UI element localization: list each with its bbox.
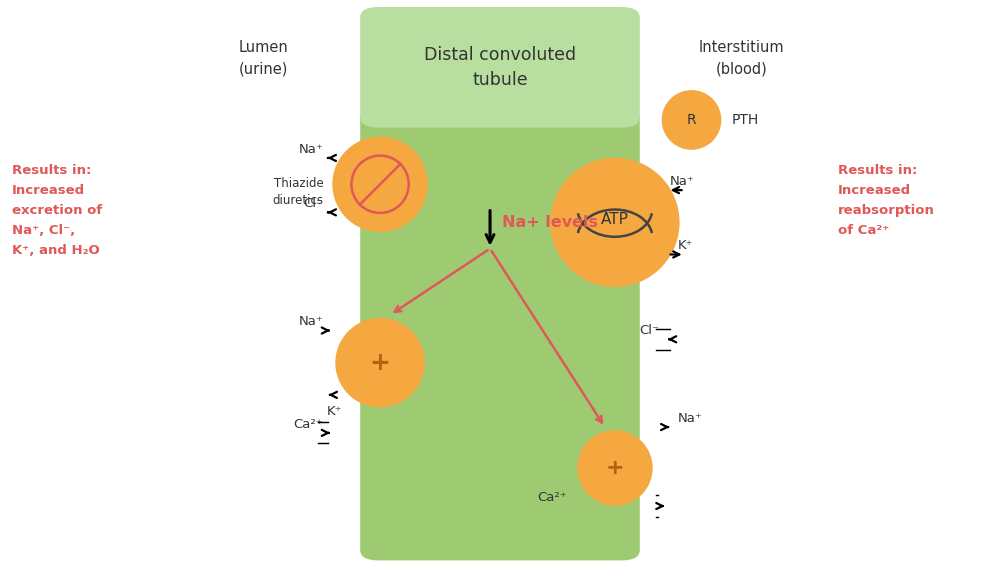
Text: Na⁺: Na⁺ (669, 175, 694, 188)
Text: Na⁺: Na⁺ (298, 315, 323, 328)
Text: ATP: ATP (600, 212, 628, 227)
FancyBboxPatch shape (360, 106, 639, 560)
FancyBboxPatch shape (360, 7, 639, 128)
Ellipse shape (332, 136, 427, 232)
Ellipse shape (550, 157, 679, 287)
Text: K⁺: K⁺ (326, 405, 342, 418)
Text: Cl⁻: Cl⁻ (639, 324, 659, 337)
Text: Results in:
Increased
reabsorption
of Ca²⁺: Results in: Increased reabsorption of Ca… (837, 164, 933, 237)
Text: Na⁺: Na⁺ (677, 412, 702, 425)
Ellipse shape (661, 90, 721, 150)
Ellipse shape (335, 318, 424, 408)
Text: Na+ levels: Na+ levels (501, 215, 597, 230)
Text: Na⁺: Na⁺ (298, 143, 323, 156)
Ellipse shape (577, 430, 652, 506)
Text: +: + (605, 458, 623, 478)
Text: Cl⁻: Cl⁻ (303, 197, 323, 210)
Text: Lumen
(urine): Lumen (urine) (239, 40, 288, 77)
Text: +: + (370, 350, 390, 375)
Text: R: R (686, 113, 696, 127)
Text: K⁺: K⁺ (677, 239, 693, 252)
Text: Ca²⁺: Ca²⁺ (537, 491, 567, 504)
Text: Distal convoluted
tubule: Distal convoluted tubule (423, 46, 576, 89)
Text: Thiazide
diuretics: Thiazide diuretics (272, 177, 323, 207)
Text: Ca²⁺: Ca²⁺ (293, 418, 323, 431)
Text: PTH: PTH (731, 113, 757, 127)
Text: Interstitium
(blood): Interstitium (blood) (698, 40, 783, 77)
Text: Results in:
Increased
excretion of
Na⁺, Cl⁻,
K⁺, and H₂O: Results in: Increased excretion of Na⁺, … (12, 164, 102, 257)
